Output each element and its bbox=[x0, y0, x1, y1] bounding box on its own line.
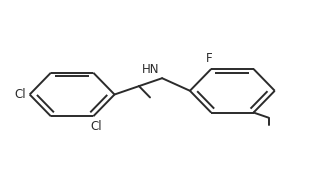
Text: F: F bbox=[206, 52, 213, 65]
Text: Cl: Cl bbox=[91, 120, 102, 133]
Text: Cl: Cl bbox=[14, 88, 26, 101]
Text: HN: HN bbox=[141, 63, 159, 76]
